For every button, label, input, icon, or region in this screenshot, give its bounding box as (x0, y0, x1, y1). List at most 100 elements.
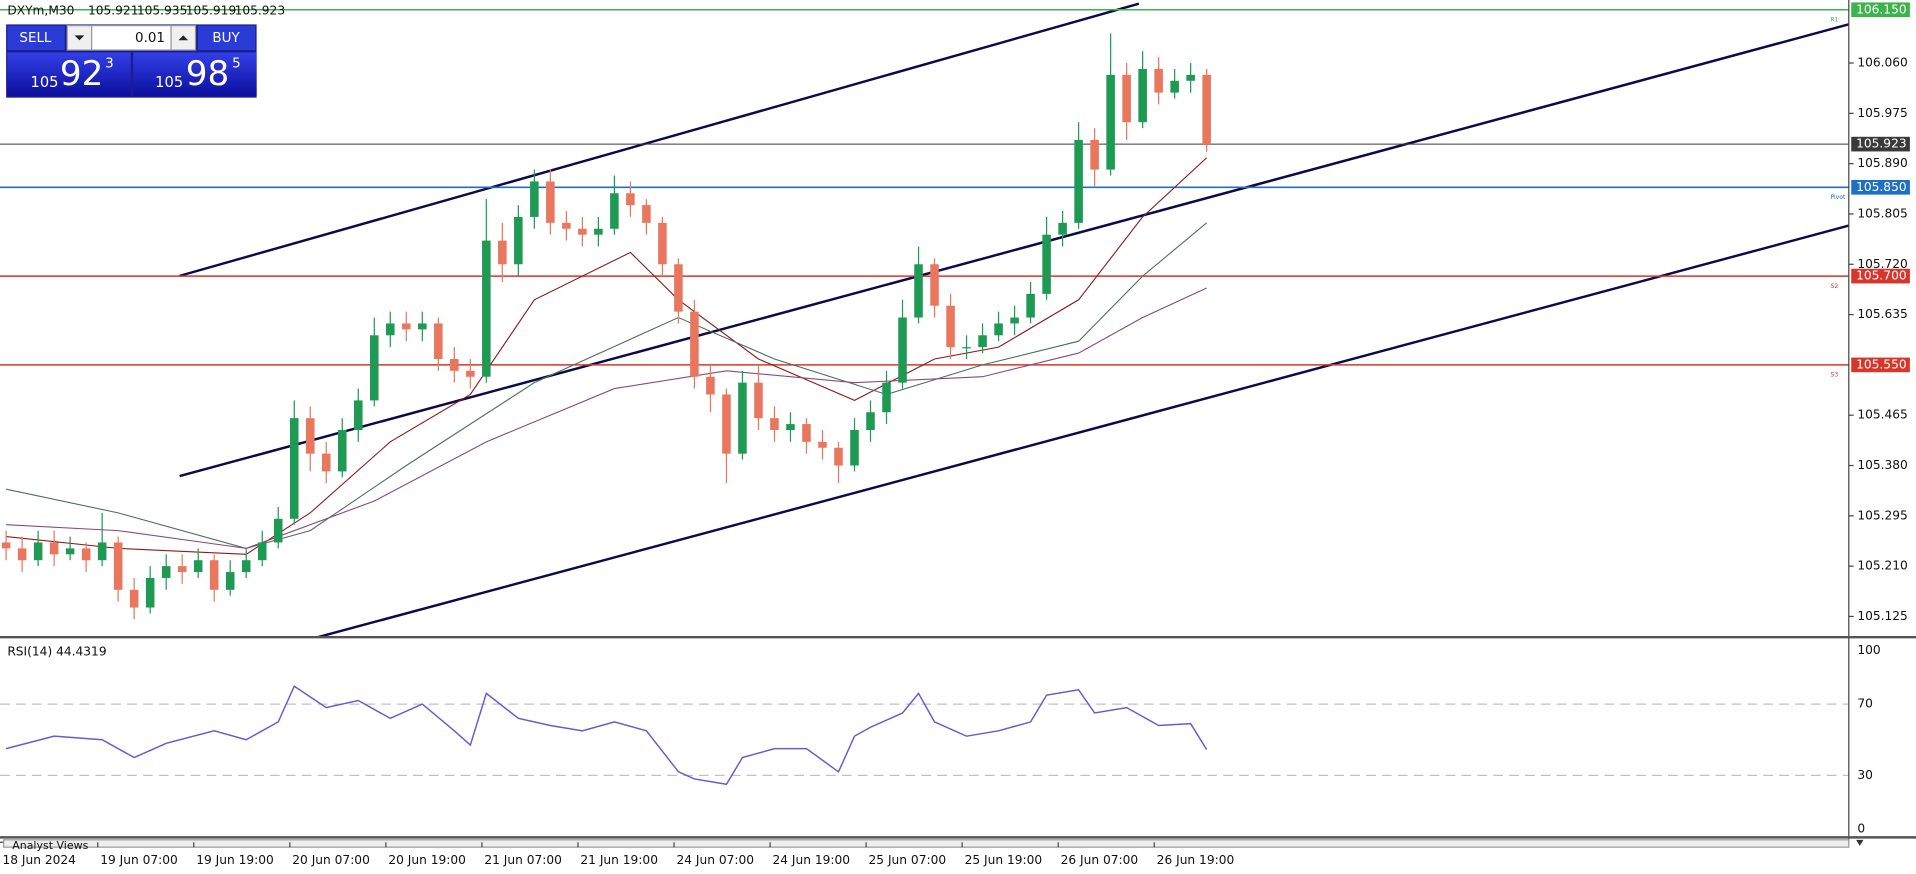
candle-body (386, 323, 395, 336)
tab-strip[interactable] (3, 839, 1850, 848)
sell-label[interactable]: SELL (19, 31, 51, 46)
candle-body (1186, 74, 1195, 81)
candle-body (946, 305, 955, 348)
candle-body (930, 264, 939, 306)
candle-body (129, 589, 139, 608)
candle-body (546, 181, 555, 223)
candle-body (1138, 68, 1147, 123)
level-label: 105.700 (1856, 269, 1906, 283)
candle-body (850, 429, 859, 466)
candle-body (1058, 222, 1067, 235)
rsi-title: RSI(14) 44.4319 (7, 644, 106, 658)
candle-body (1154, 68, 1163, 93)
candle-body (962, 347, 971, 349)
bid-box[interactable] (7, 52, 131, 97)
y-tick-label: 105.635 (1857, 307, 1907, 321)
y-tick-label: 105.210 (1857, 559, 1907, 573)
candle-body (626, 193, 635, 206)
candle-body (978, 335, 987, 348)
ask-main[interactable]: 98 (186, 54, 230, 94)
channel-lower[interactable] (317, 208, 1916, 638)
price-pane (0, 2, 1916, 638)
candle-body (514, 216, 523, 265)
candle-body (802, 424, 811, 442)
candle-body (321, 453, 331, 472)
buy-label[interactable]: BUY (212, 31, 240, 46)
candle-body (1122, 74, 1131, 123)
level-box (1851, 357, 1910, 373)
candle-body (898, 317, 907, 383)
candle-body (1090, 139, 1099, 170)
level-label: 106.150 (1856, 2, 1906, 16)
candle-body (450, 358, 459, 371)
time-label: 24 Jun 07:00 (676, 853, 754, 867)
moving-average (6, 287, 1207, 549)
candle-body (1106, 74, 1115, 170)
lot-value[interactable]: 0.01 (135, 31, 165, 46)
time-label: 21 Jun 07:00 (484, 853, 562, 867)
candle-body (482, 240, 491, 377)
rsi-tick-label: 70 (1857, 697, 1873, 711)
candle-body (1026, 293, 1035, 318)
sell-button[interactable] (7, 25, 65, 51)
candle-body (578, 228, 587, 235)
y-tick-label: 106.060 (1857, 56, 1907, 70)
y-tick-label: 105.295 (1857, 508, 1907, 522)
candle-body (353, 400, 363, 430)
tab-label[interactable]: Analyst Views (12, 839, 88, 852)
candle-body (113, 542, 123, 590)
level-box (1851, 136, 1910, 152)
candle-body (610, 193, 619, 229)
candle-body (418, 323, 427, 330)
time-label: 20 Jun 19:00 (388, 853, 466, 867)
candle-body (273, 518, 283, 543)
y-tick-label: 105.720 (1857, 257, 1907, 271)
candle-body (738, 382, 747, 454)
level-name: S2 (1830, 283, 1838, 290)
ask-big[interactable]: 105 (155, 74, 183, 91)
bid-big[interactable]: 105 (31, 74, 59, 91)
y-tick-label: 105.465 (1857, 408, 1907, 422)
scroll-arrow[interactable] (1856, 839, 1864, 846)
candle-body (1074, 139, 1083, 223)
time-label: 26 Jun 19:00 (1157, 853, 1235, 867)
candle-body (81, 548, 91, 561)
candle-body (722, 394, 731, 454)
time-label: 25 Jun 19:00 (965, 853, 1043, 867)
candle-body (706, 376, 715, 395)
time-label: 21 Jun 19:00 (580, 853, 658, 867)
candle-body (1010, 317, 1019, 324)
candle-body (786, 424, 795, 430)
candle-body (1170, 80, 1179, 93)
candle-body (770, 418, 779, 430)
candle-body (257, 542, 267, 561)
time-label: 20 Jun 07:00 (292, 853, 370, 867)
arrow-up (178, 35, 189, 41)
ask-box[interactable] (133, 52, 257, 97)
candle-body (690, 311, 699, 377)
y-tick-label: 105.380 (1857, 458, 1907, 472)
candle-body (33, 542, 43, 561)
candle-body (882, 382, 891, 413)
candle-body (866, 412, 875, 430)
y-tick-label: 105.890 (1857, 156, 1907, 170)
time-label: 26 Jun 07:00 (1061, 853, 1139, 867)
bid-main[interactable]: 92 (60, 54, 104, 94)
candle-body (305, 418, 315, 454)
bid-sup[interactable]: 3 (105, 56, 114, 71)
ask-sup[interactable]: 5 (232, 56, 241, 71)
symbol: DXYm,M30 (7, 3, 74, 17)
candle-body (241, 560, 251, 573)
rsi-tick-label: 0 (1857, 821, 1865, 835)
level-box (1851, 180, 1910, 195)
channel-upper[interactable] (179, 2, 1140, 278)
candle-body (1, 542, 11, 549)
time-label: 25 Jun 07:00 (869, 853, 947, 867)
buy-button[interactable] (197, 25, 256, 51)
candle-body (658, 222, 667, 265)
rsi-tick-label: 100 (1857, 643, 1880, 657)
candle-body (530, 181, 539, 217)
candle-body (97, 542, 107, 561)
candle-body (289, 418, 299, 519)
